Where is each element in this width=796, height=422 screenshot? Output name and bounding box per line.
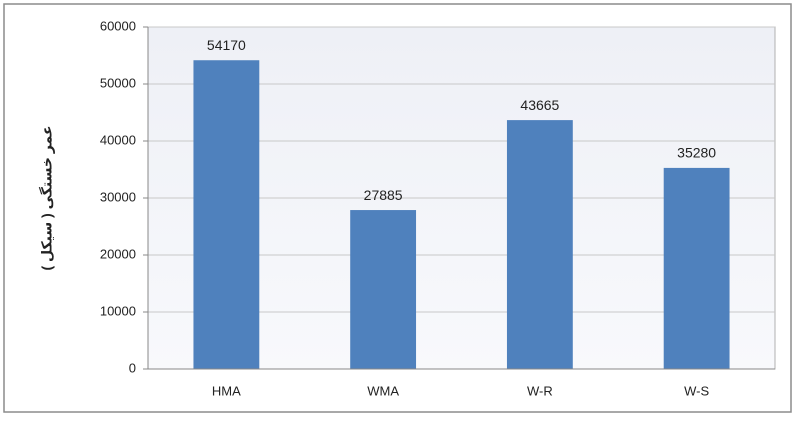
- y-tick-label: 20000: [100, 246, 136, 261]
- bar: [193, 60, 260, 370]
- data-label: 43665: [520, 97, 559, 113]
- data-label: 27885: [364, 187, 403, 203]
- y-tick-label: 0: [129, 360, 136, 375]
- y-tick-label: 30000: [100, 189, 136, 204]
- data-label: 35280: [677, 145, 716, 161]
- y-tick-label: 10000: [100, 303, 136, 318]
- bar: [506, 120, 573, 369]
- x-tick-label: HMA: [212, 383, 241, 398]
- y-tick-label: 40000: [100, 132, 136, 147]
- y-tick-label: 60000: [100, 18, 136, 33]
- data-label: 54170: [207, 37, 246, 53]
- bar: [663, 167, 730, 369]
- y-tick-label: 50000: [100, 75, 136, 90]
- bar: [350, 210, 417, 369]
- x-tick-label: W-R: [527, 383, 553, 398]
- x-tick-label: WMA: [367, 383, 399, 398]
- x-tick-label: W-S: [684, 383, 709, 398]
- y-axis-label: عمر خستگی ( سیکل ): [39, 125, 56, 270]
